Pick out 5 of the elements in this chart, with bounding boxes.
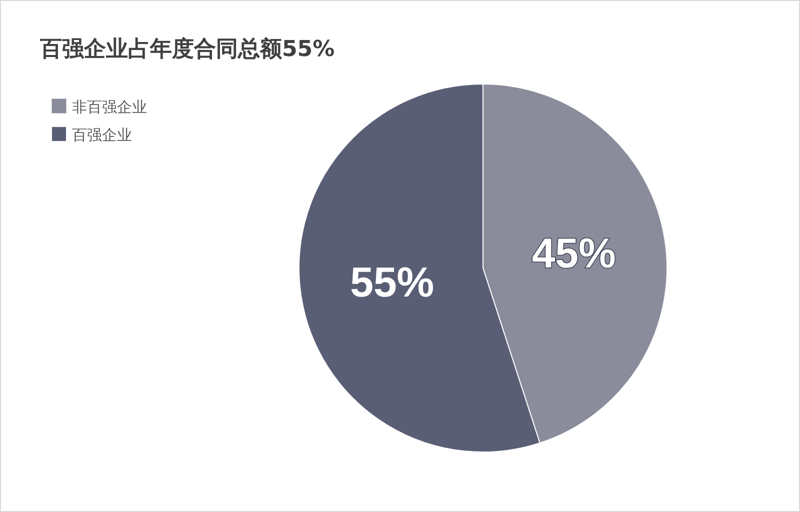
legend-label: 百强企业 — [72, 126, 132, 144]
legend-label: 非百强企业 — [72, 98, 147, 116]
data-label: 45% — [532, 230, 616, 277]
data-label: 55% — [350, 258, 434, 306]
chart-title: 百强企业占年度合同总额55% — [39, 36, 335, 62]
